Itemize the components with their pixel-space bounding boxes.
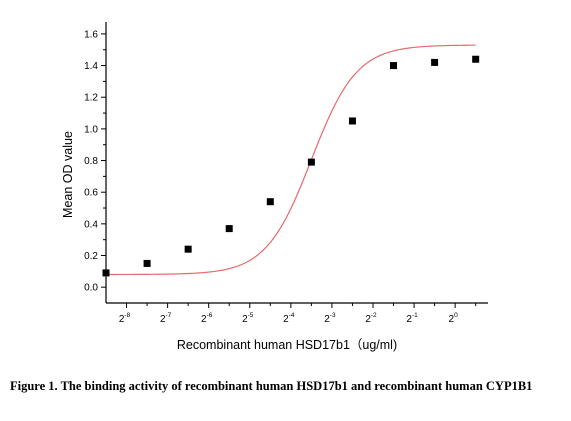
data-point bbox=[102, 269, 110, 277]
x-tick-label: 2-5 bbox=[242, 312, 254, 325]
data-point bbox=[431, 58, 439, 66]
data-point bbox=[472, 55, 480, 63]
y-tick-label: 0.0 bbox=[84, 283, 98, 294]
y-tick-label: 1.6 bbox=[84, 29, 98, 40]
x-tick-label: 2-7 bbox=[160, 312, 172, 325]
x-tick-label: 2-6 bbox=[201, 312, 213, 325]
x-tick-label: 2-1 bbox=[406, 312, 418, 325]
data-point bbox=[348, 117, 356, 125]
x-tick-label: 2-3 bbox=[324, 312, 336, 325]
x-tick-label: 2-8 bbox=[119, 312, 131, 325]
data-point bbox=[307, 158, 315, 166]
y-axis-title: Mean OD value bbox=[61, 131, 75, 218]
data-point bbox=[225, 225, 233, 233]
data-points bbox=[102, 55, 480, 277]
y-tick-label: 0.4 bbox=[84, 219, 98, 230]
x-tick-label: 2-2 bbox=[365, 312, 377, 325]
x-tick-label: 20 bbox=[449, 312, 459, 325]
binding-activity-chart: 0.0 0.2 0.4 0.6 0.8 1.0 1.2 1.4 1.6 2-8 2-7 2-6 2-5… bbox=[61, 22, 488, 352]
x-axis-title: Recombinant human HSD17b1（ug/ml) bbox=[177, 338, 397, 352]
data-point bbox=[390, 62, 398, 70]
chart-area: 0.0 0.2 0.4 0.6 0.8 1.0 1.2 1.4 1.6 2-8 2-7 2-6 2-5… bbox=[61, 22, 488, 352]
y-tick-label: 0.6 bbox=[84, 188, 98, 199]
y-tick-label: 0.8 bbox=[84, 156, 98, 167]
axes bbox=[105, 22, 488, 304]
x-tick-label: 2-4 bbox=[283, 312, 295, 325]
y-tick-label: 1.2 bbox=[84, 93, 98, 104]
y-tick-label: 1.0 bbox=[84, 124, 98, 135]
y-tick-label: 0.2 bbox=[84, 251, 98, 262]
fit-curve bbox=[106, 44, 476, 276]
data-point bbox=[143, 259, 151, 267]
x-ticks: 2-8 2-7 2-6 2-5 2-4 2-3 2-2 2-1 20 bbox=[119, 303, 477, 325]
y-ticks: 0.0 0.2 0.4 0.6 0.8 1.0 1.2 1.4 1.6 bbox=[84, 29, 106, 294]
data-point bbox=[266, 198, 274, 206]
y-tick-label: 1.4 bbox=[84, 61, 98, 72]
figure-caption: Figure 1. The binding activity of recomb… bbox=[10, 379, 533, 393]
data-point bbox=[184, 245, 192, 253]
